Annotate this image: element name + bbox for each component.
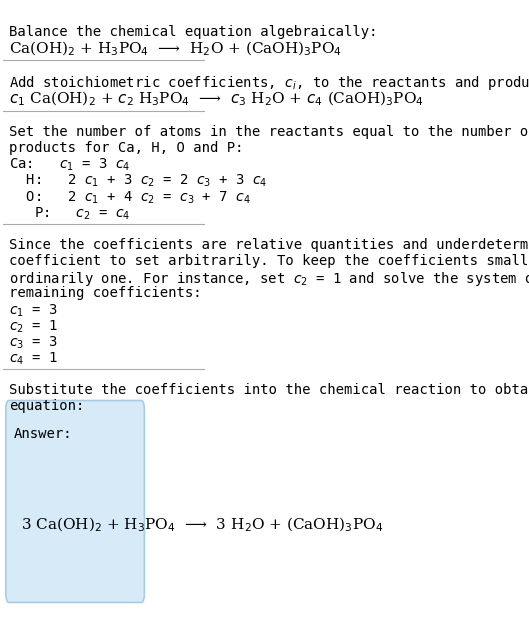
- Text: $c_3$ = 3: $c_3$ = 3: [9, 335, 58, 351]
- Text: $c_2$ = 1: $c_2$ = 1: [9, 319, 58, 335]
- Text: products for Ca, H, O and P:: products for Ca, H, O and P:: [9, 140, 243, 155]
- Text: Substitute the coefficients into the chemical reaction to obtain the balanced: Substitute the coefficients into the che…: [9, 383, 529, 397]
- Text: Balance the chemical equation algebraically:: Balance the chemical equation algebraica…: [9, 24, 377, 38]
- Text: P:   $c_2$ = $c_4$: P: $c_2$ = $c_4$: [9, 206, 130, 222]
- Text: Set the number of atoms in the reactants equal to the number of atoms in the: Set the number of atoms in the reactants…: [9, 125, 529, 139]
- Text: equation:: equation:: [9, 399, 84, 413]
- Text: $c_4$ = 1: $c_4$ = 1: [9, 350, 58, 367]
- Text: Add stoichiometric coefficients, $c_i$, to the reactants and products:: Add stoichiometric coefficients, $c_i$, …: [9, 73, 529, 92]
- Text: remaining coefficients:: remaining coefficients:: [9, 286, 202, 300]
- FancyBboxPatch shape: [6, 401, 144, 603]
- Text: Ca:   $c_1$ = 3 $c_4$: Ca: $c_1$ = 3 $c_4$: [9, 157, 130, 173]
- Text: Answer:: Answer:: [14, 426, 72, 441]
- Text: ordinarily one. For instance, set $c_2$ = 1 and solve the system of equations fo: ordinarily one. For instance, set $c_2$ …: [9, 270, 529, 288]
- Text: 3 Ca(OH)$_2$ + H$_3$PO$_4$  ⟶  3 H$_2$O + (CaOH)$_3$PO$_4$: 3 Ca(OH)$_2$ + H$_3$PO$_4$ ⟶ 3 H$_2$O + …: [21, 515, 383, 534]
- Text: Since the coefficients are relative quantities and underdetermined, choose a: Since the coefficients are relative quan…: [9, 238, 529, 251]
- Text: $c_1$ Ca(OH)$_2$ + $c_2$ H$_3$PO$_4$  ⟶  $c_3$ H$_2$O + $c_4$ (CaOH)$_3$PO$_4$: $c_1$ Ca(OH)$_2$ + $c_2$ H$_3$PO$_4$ ⟶ $…: [9, 90, 424, 108]
- Text: O:   2 $c_1$ + 4 $c_2$ = $c_3$ + 7 $c_4$: O: 2 $c_1$ + 4 $c_2$ = $c_3$ + 7 $c_4$: [9, 189, 250, 206]
- Text: Ca(OH)$_2$ + H$_3$PO$_4$  ⟶  H$_2$O + (CaOH)$_3$PO$_4$: Ca(OH)$_2$ + H$_3$PO$_4$ ⟶ H$_2$O + (CaO…: [9, 40, 342, 58]
- Text: coefficient to set arbitrarily. To keep the coefficients small, the arbitrary va: coefficient to set arbitrarily. To keep …: [9, 254, 529, 268]
- Text: $c_1$ = 3: $c_1$ = 3: [9, 302, 58, 319]
- Text: H:   2 $c_1$ + 3 $c_2$ = 2 $c_3$ + 3 $c_4$: H: 2 $c_1$ + 3 $c_2$ = 2 $c_3$ + 3 $c_4$: [9, 173, 267, 189]
